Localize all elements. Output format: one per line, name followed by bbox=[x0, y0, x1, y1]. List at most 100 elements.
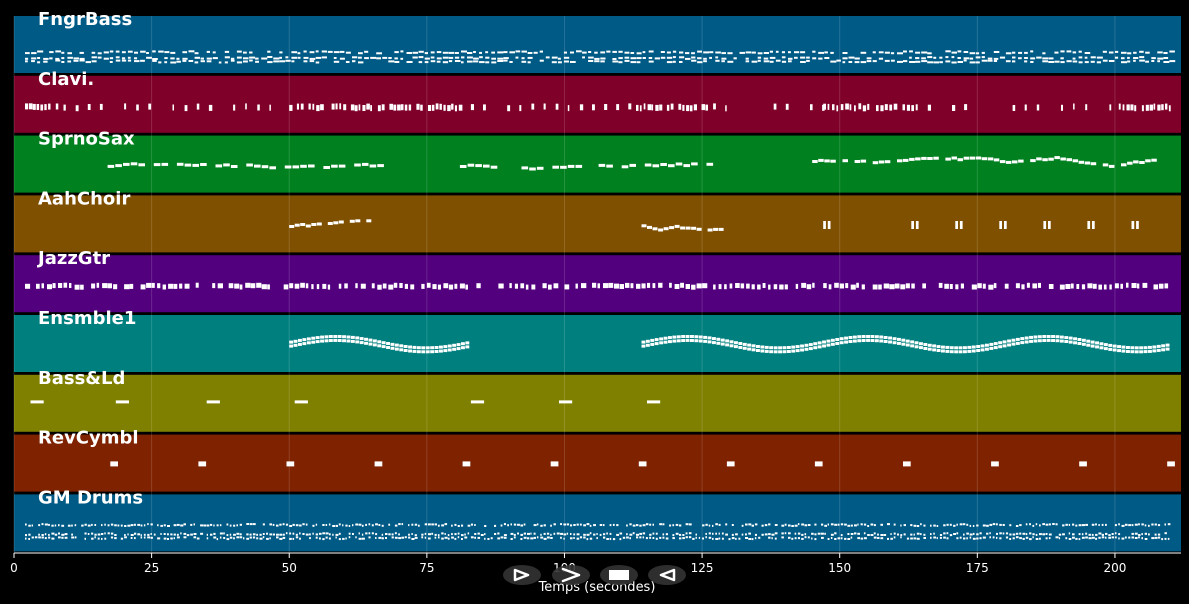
note bbox=[771, 537, 773, 540]
note bbox=[665, 533, 668, 536]
note bbox=[1062, 533, 1065, 536]
note bbox=[930, 524, 932, 527]
note bbox=[503, 536, 507, 539]
track-panel[interactable] bbox=[14, 494, 1181, 552]
stop-button[interactable] bbox=[600, 565, 638, 585]
track-panel[interactable] bbox=[14, 195, 1181, 253]
note bbox=[521, 57, 525, 60]
track-revcymbl[interactable] bbox=[14, 434, 1181, 492]
note bbox=[1030, 50, 1034, 53]
note bbox=[909, 56, 912, 59]
note bbox=[376, 52, 382, 55]
track-sprnosax[interactable] bbox=[14, 135, 1181, 193]
note bbox=[903, 60, 908, 63]
note bbox=[517, 523, 520, 526]
note bbox=[134, 532, 137, 535]
note bbox=[596, 533, 598, 535]
note bbox=[223, 163, 230, 167]
note bbox=[361, 537, 365, 540]
note bbox=[491, 57, 496, 60]
track-jazzgtr[interactable] bbox=[14, 255, 1181, 313]
note bbox=[892, 337, 897, 341]
note bbox=[1131, 283, 1137, 288]
note bbox=[854, 57, 860, 60]
button-bg[interactable] bbox=[503, 565, 541, 585]
note bbox=[170, 537, 173, 540]
note bbox=[651, 104, 654, 111]
rewind-button[interactable] bbox=[648, 565, 686, 585]
note bbox=[311, 284, 314, 290]
track-panel[interactable] bbox=[14, 315, 1181, 372]
note bbox=[163, 537, 167, 540]
note bbox=[698, 335, 703, 339]
note bbox=[921, 51, 928, 54]
note bbox=[1130, 346, 1135, 350]
note bbox=[107, 532, 110, 535]
note bbox=[636, 52, 642, 55]
note bbox=[967, 345, 972, 349]
note bbox=[1029, 339, 1033, 343]
track-panel[interactable] bbox=[14, 16, 1181, 73]
note bbox=[795, 349, 800, 353]
note bbox=[1024, 60, 1028, 63]
note bbox=[702, 524, 705, 527]
note bbox=[811, 537, 813, 540]
note bbox=[887, 537, 889, 540]
note bbox=[325, 532, 329, 535]
note bbox=[941, 349, 945, 353]
track-bass-ld[interactable] bbox=[14, 374, 1181, 432]
track-label: Clavi. bbox=[38, 69, 94, 90]
track-panel[interactable] bbox=[14, 135, 1181, 193]
play-forward-button[interactable] bbox=[503, 565, 541, 585]
note bbox=[64, 533, 68, 536]
note bbox=[740, 283, 745, 289]
note bbox=[188, 60, 194, 62]
note bbox=[521, 50, 527, 53]
note bbox=[249, 51, 253, 54]
note bbox=[785, 103, 789, 110]
note bbox=[302, 342, 307, 346]
note bbox=[742, 346, 747, 350]
note bbox=[190, 533, 193, 536]
note bbox=[333, 51, 340, 54]
note bbox=[273, 57, 280, 60]
note bbox=[339, 50, 345, 53]
note bbox=[806, 284, 812, 290]
note bbox=[850, 284, 856, 290]
note bbox=[239, 533, 242, 536]
track-panel[interactable] bbox=[14, 75, 1181, 133]
track-ensmble1[interactable] bbox=[14, 315, 1181, 372]
note bbox=[822, 340, 826, 344]
note bbox=[902, 104, 905, 111]
button-bg[interactable] bbox=[552, 565, 590, 585]
note bbox=[1121, 524, 1125, 527]
note bbox=[121, 57, 126, 60]
note bbox=[1090, 162, 1097, 166]
note-group bbox=[25, 523, 1171, 541]
note bbox=[536, 166, 544, 170]
note bbox=[758, 536, 761, 539]
note bbox=[399, 348, 404, 352]
track-fngrbass[interactable] bbox=[14, 16, 1181, 73]
track-gm-drums[interactable] bbox=[14, 494, 1181, 552]
track-aahchoir[interactable] bbox=[14, 195, 1181, 253]
note bbox=[430, 60, 436, 63]
note bbox=[729, 283, 733, 289]
track-panel[interactable] bbox=[14, 374, 1181, 432]
note bbox=[212, 57, 218, 60]
track-panel[interactable] bbox=[14, 434, 1181, 492]
note bbox=[909, 61, 916, 63]
note bbox=[394, 61, 400, 63]
note bbox=[485, 61, 490, 64]
track-clavi-[interactable] bbox=[14, 75, 1181, 133]
note bbox=[827, 103, 830, 110]
button-bg[interactable] bbox=[648, 565, 686, 585]
note bbox=[414, 536, 418, 539]
fast-forward-button[interactable] bbox=[552, 565, 590, 585]
note bbox=[289, 283, 294, 289]
note bbox=[1141, 105, 1144, 112]
note bbox=[557, 57, 561, 60]
note bbox=[283, 284, 289, 290]
note bbox=[553, 523, 556, 526]
note bbox=[160, 524, 163, 527]
